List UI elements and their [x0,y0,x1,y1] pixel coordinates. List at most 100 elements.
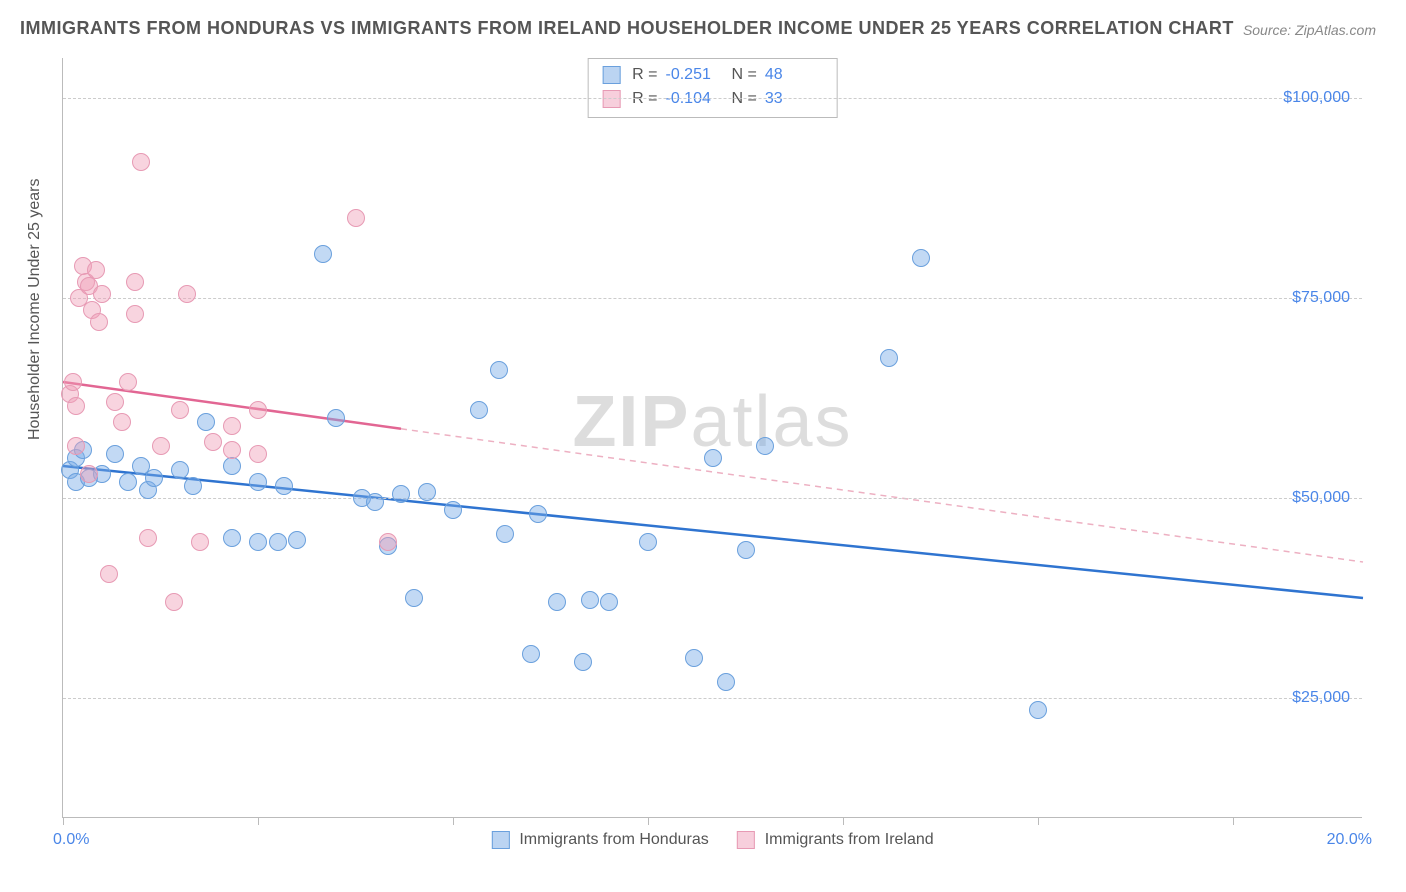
y-axis-title: Householder Income Under 25 years [26,179,44,440]
scatter-point [67,397,85,415]
stats-row: R = -0.104 N = 33 [602,87,823,111]
scatter-point [269,533,287,551]
scatter-point [171,461,189,479]
scatter-point [522,645,540,663]
trend-lines-svg [63,58,1362,817]
scatter-point [418,483,436,501]
scatter-point [288,531,306,549]
scatter-point [145,469,163,487]
scatter-point [600,593,618,611]
scatter-point [912,249,930,267]
scatter-point [90,313,108,331]
x-tick [843,817,844,825]
scatter-point [171,401,189,419]
y-tick-label: $25,000 [1292,689,1350,707]
legend-swatch [602,90,620,108]
legend-label: Immigrants from Honduras [519,831,708,849]
stat-n-value: 33 [765,87,823,111]
scatter-point [126,305,144,323]
scatter-point [178,285,196,303]
scatter-point [366,493,384,511]
legend-swatch [491,831,509,849]
stat-r-value: -0.104 [666,87,724,111]
scatter-point [184,477,202,495]
scatter-point [67,437,85,455]
bottom-legend: Immigrants from Honduras Immigrants from … [491,831,933,849]
scatter-point [223,441,241,459]
scatter-point [132,153,150,171]
scatter-point [275,477,293,495]
x-tick [1233,817,1234,825]
gridline-horizontal [63,298,1362,299]
scatter-point [529,505,547,523]
scatter-point [737,541,755,559]
scatter-point [490,361,508,379]
trend-line-dashed [401,429,1363,562]
scatter-point [327,409,345,427]
scatter-point [139,529,157,547]
scatter-point [204,433,222,451]
x-tick [258,817,259,825]
plot-area: ZIPatlas R =-0.251N =48R =-0.104N =33 0.… [62,58,1362,818]
stat-r-label: R = [632,63,657,87]
stat-n-label: N = [732,87,757,111]
legend-swatch [602,66,620,84]
gridline-horizontal [63,498,1362,499]
scatter-point [1029,701,1047,719]
gridline-horizontal [63,98,1362,99]
gridline-horizontal [63,698,1362,699]
scatter-point [119,473,137,491]
scatter-point [223,457,241,475]
scatter-point [717,673,735,691]
x-axis-max-label: 20.0% [1327,831,1372,849]
scatter-point [704,449,722,467]
x-tick [453,817,454,825]
x-axis-min-label: 0.0% [53,831,89,849]
scatter-point [470,401,488,419]
scatter-point [574,653,592,671]
scatter-point [249,401,267,419]
scatter-point [249,445,267,463]
x-tick [63,817,64,825]
scatter-point [444,501,462,519]
y-tick-label: $100,000 [1283,89,1350,107]
y-tick-label: $50,000 [1292,489,1350,507]
source-label: Source: ZipAtlas.com [1243,22,1376,38]
scatter-point [756,437,774,455]
scatter-point [191,533,209,551]
scatter-point [100,565,118,583]
y-tick-label: $75,000 [1292,289,1350,307]
scatter-point [392,485,410,503]
scatter-point [165,593,183,611]
scatter-point [87,261,105,279]
scatter-point [106,445,124,463]
scatter-point [249,473,267,491]
scatter-point [685,649,703,667]
stat-n-label: N = [732,63,757,87]
scatter-point [152,437,170,455]
scatter-point [581,591,599,609]
scatter-point [223,417,241,435]
scatter-point [64,373,82,391]
scatter-point [496,525,514,543]
scatter-point [93,285,111,303]
x-tick [1038,817,1039,825]
chart-title: IMMIGRANTS FROM HONDURAS VS IMMIGRANTS F… [20,18,1234,39]
legend-item: Immigrants from Honduras [491,831,708,849]
scatter-point [126,273,144,291]
stat-n-value: 48 [765,63,823,87]
scatter-point [119,373,137,391]
scatter-point [639,533,657,551]
scatter-point [314,245,332,263]
scatter-point [249,533,267,551]
scatter-point [880,349,898,367]
scatter-point [106,393,124,411]
scatter-point [223,529,241,547]
x-tick [648,817,649,825]
correlation-stats-box: R =-0.251N =48R =-0.104N =33 [587,58,838,118]
legend-item: Immigrants from Ireland [737,831,934,849]
scatter-point [347,209,365,227]
scatter-point [197,413,215,431]
stat-r-label: R = [632,87,657,111]
scatter-point [113,413,131,431]
